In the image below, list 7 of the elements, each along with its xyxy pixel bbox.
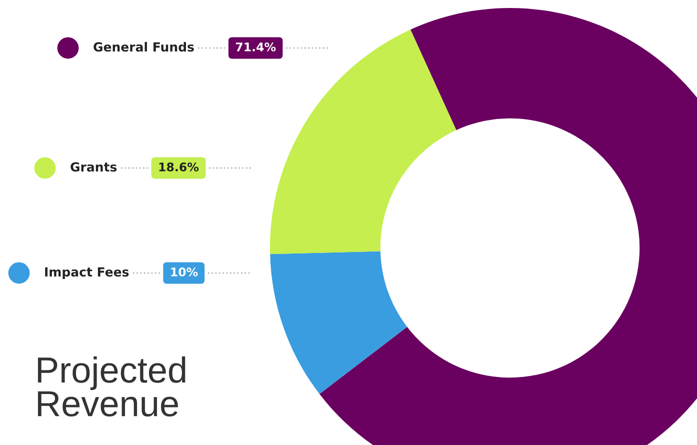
legend-label: General Funds bbox=[94, 42, 194, 52]
text: Projected Revenue bbox=[38, 356, 186, 417]
data-label: 71.4% bbox=[236, 42, 276, 52]
data-label: 10% bbox=[171, 267, 198, 276]
legend-label: Impact Fees bbox=[45, 267, 129, 280]
legend-label: Grants bbox=[70, 162, 117, 172]
data-label: 18.6% bbox=[159, 162, 199, 172]
